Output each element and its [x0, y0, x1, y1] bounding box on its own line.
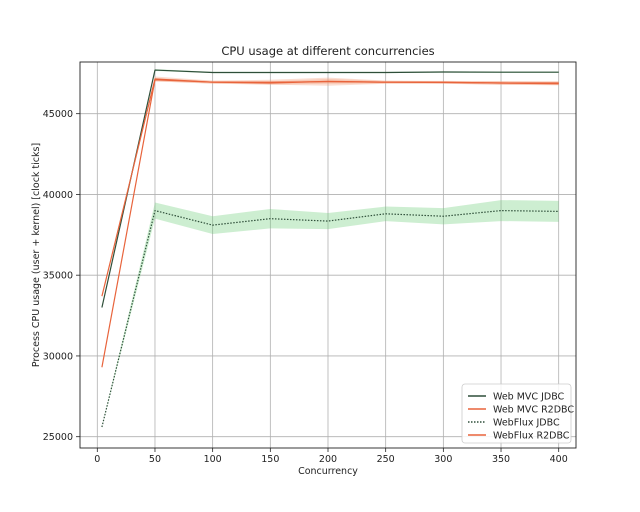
x-tick-label: 0	[94, 454, 100, 465]
series-line	[101, 79, 559, 368]
legend-label: WebFlux R2DBC	[493, 431, 570, 442]
y-tick-label: 25000	[43, 432, 73, 443]
legend-label: Web MVC R2DBC	[493, 405, 574, 416]
y-axis-label: Process CPU usage (user + kernel) [clock…	[31, 143, 42, 367]
series-lines	[101, 69, 559, 428]
chart-title: CPU usage at different concurrencies	[221, 44, 434, 58]
x-tick-label: 100	[204, 454, 222, 465]
legend-label: WebFlux JDBC	[493, 418, 560, 429]
x-axis-label: Concurrency	[298, 466, 358, 477]
x-tick-label: 200	[319, 454, 337, 465]
x-tick-label: 150	[261, 454, 279, 465]
y-tick-label: 35000	[43, 271, 73, 282]
series-line	[101, 69, 559, 308]
x-tick-label: 400	[550, 454, 568, 465]
y-tick-label: 45000	[43, 109, 73, 120]
series-line	[101, 209, 559, 428]
y-tick-label: 40000	[43, 190, 73, 201]
axis-ticks: 0 50 100 150 200 250 300 350 400 25000 30000 35000 4…	[43, 109, 568, 465]
legend-box	[461, 383, 572, 444]
x-tick-label: 300	[434, 454, 452, 465]
legend-label: Web MVC JDBC	[493, 392, 565, 403]
x-tick-label: 250	[377, 454, 395, 465]
legend: Web MVC JDBC Web MVC R2DBC WebFlux JDBC Web…	[461, 383, 574, 444]
y-tick-label: 30000	[43, 351, 73, 362]
x-tick-label: 50	[149, 454, 161, 465]
x-tick-label: 350	[492, 454, 510, 465]
